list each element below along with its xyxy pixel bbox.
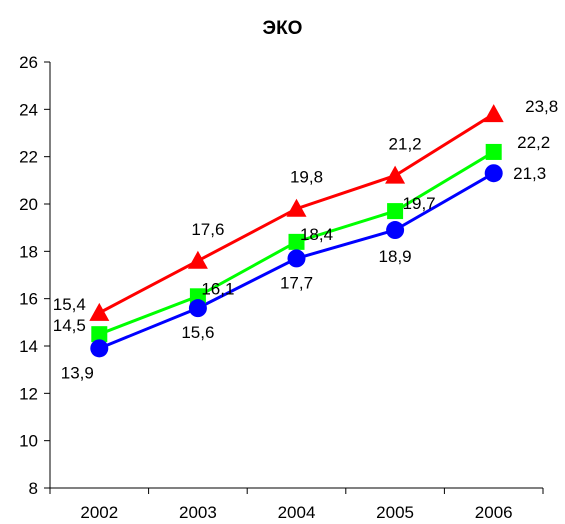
y-tick-label: 18: [19, 242, 38, 261]
y-tick-label: 16: [19, 290, 38, 309]
y-tick-label: 20: [19, 195, 38, 214]
data-label: 21,3: [513, 164, 546, 183]
y-tick-label: 10: [19, 432, 38, 451]
data-point-circle: [484, 164, 503, 183]
data-label: 15,4: [53, 295, 86, 314]
data-label: 13,9: [61, 363, 94, 382]
data-point-triangle: [483, 104, 504, 123]
x-tick-label: 2005: [376, 503, 414, 522]
y-tick-label: 8: [29, 479, 38, 498]
data-label: 18,4: [300, 225, 333, 244]
data-point-triangle: [187, 250, 208, 269]
data-point-triangle: [385, 165, 406, 184]
data-label: 19,7: [403, 194, 436, 213]
data-point-square: [485, 143, 502, 160]
chart-title: ЭКО: [262, 18, 303, 39]
data-label: 19,8: [290, 168, 323, 187]
data-point-circle: [188, 299, 207, 318]
data-label: 17,7: [280, 273, 313, 292]
data-label: 15,6: [181, 323, 214, 342]
data-point-square: [288, 233, 305, 250]
x-tick-label: 2006: [475, 503, 513, 522]
data-label: 17,6: [191, 220, 224, 239]
data-label: 22,2: [517, 133, 550, 152]
data-label: 21,2: [389, 135, 422, 154]
y-tick-label: 26: [19, 53, 38, 72]
data-label: 14,5: [53, 316, 86, 335]
data-point-triangle: [286, 198, 307, 217]
data-point-square: [91, 326, 108, 343]
data-point-circle: [90, 339, 109, 358]
y-tick-label: 14: [19, 337, 38, 356]
x-tick-label: 2002: [80, 503, 118, 522]
data-point-circle: [386, 221, 405, 240]
x-tick-label: 2003: [179, 503, 217, 522]
y-tick-label: 24: [19, 100, 38, 119]
y-tick-label: 22: [19, 148, 38, 167]
x-tick-label: 2004: [278, 503, 316, 522]
data-label: 23,8: [525, 97, 558, 116]
data-label: 18,9: [379, 247, 412, 266]
y-tick-label: 12: [19, 384, 38, 403]
data-label: 16,1: [201, 279, 234, 298]
data-point-triangle: [89, 302, 110, 321]
data-point-square: [387, 203, 404, 220]
data-point-circle: [287, 249, 306, 268]
